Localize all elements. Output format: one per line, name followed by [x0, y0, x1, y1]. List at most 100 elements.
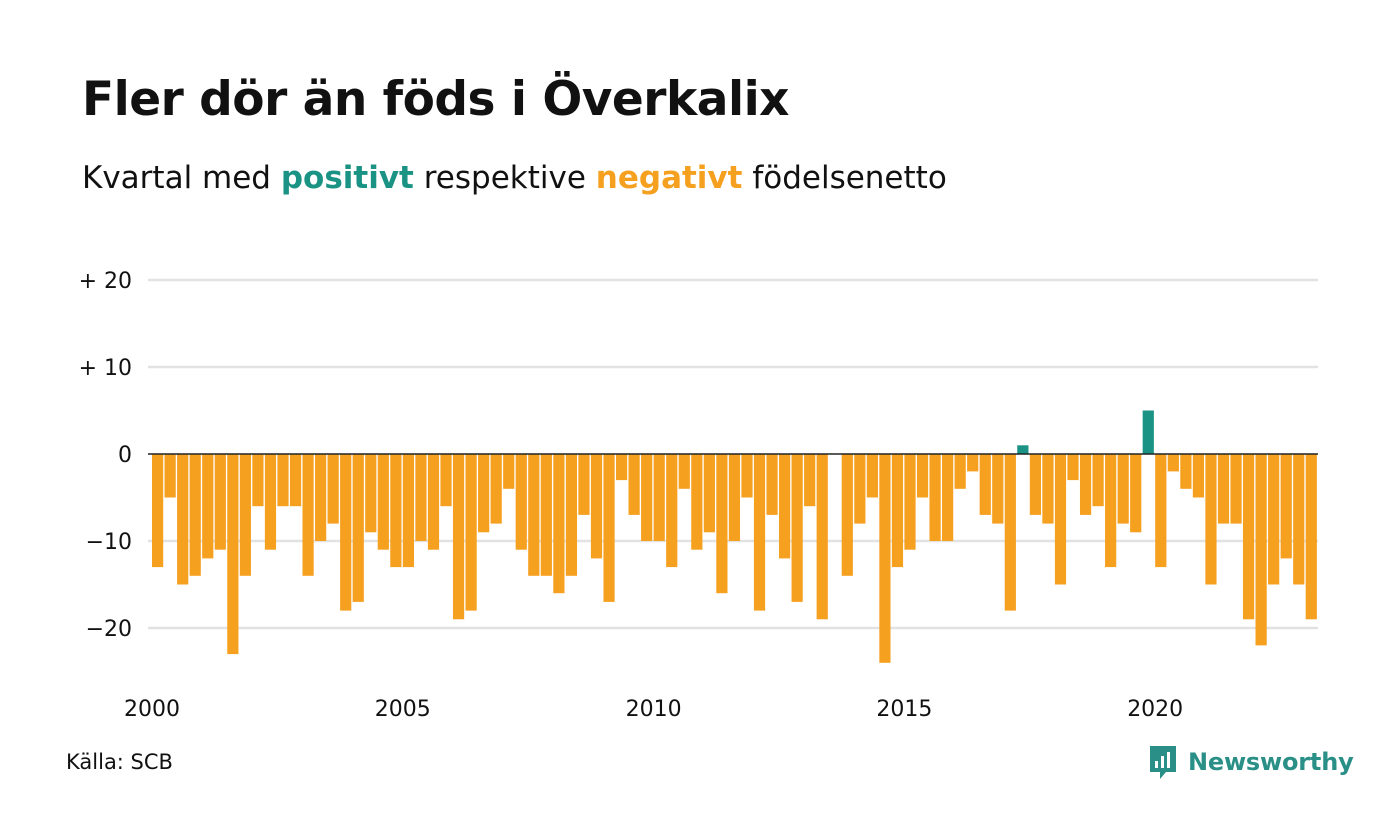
- bar: [1192, 454, 1205, 498]
- bar: [942, 454, 954, 541]
- y-tick-label: + 10: [79, 356, 132, 381]
- bar: [402, 454, 414, 568]
- bar: [929, 454, 941, 541]
- bar: [904, 454, 916, 550]
- bar: [252, 454, 264, 507]
- bar: [954, 454, 966, 489]
- bar: [891, 454, 904, 568]
- bar: [515, 454, 527, 550]
- bar: [1255, 454, 1267, 646]
- bar: [1155, 454, 1167, 568]
- bar: [791, 454, 803, 602]
- bar: [365, 454, 377, 533]
- bar: [289, 454, 302, 507]
- bar: [1167, 454, 1179, 472]
- bar: [703, 454, 715, 533]
- bars: [152, 410, 1317, 663]
- bar: [227, 454, 239, 655]
- bar: [490, 454, 502, 524]
- bar: [967, 454, 979, 472]
- bar: [1067, 454, 1079, 481]
- bar: [1004, 454, 1016, 611]
- bar: [866, 454, 878, 498]
- bar: [427, 454, 440, 550]
- bar: [615, 454, 628, 481]
- bar: [741, 454, 753, 498]
- bar: [1217, 454, 1230, 524]
- bar: [1029, 454, 1041, 515]
- bar: [1205, 454, 1217, 585]
- bar: [1180, 454, 1192, 489]
- y-axis-tick-labels: + 20 + 10 0 −10 −20: [79, 269, 132, 642]
- bar: [578, 454, 590, 515]
- bar: [666, 454, 678, 568]
- y-tick-label: 0: [118, 443, 132, 468]
- bar: [503, 454, 515, 489]
- y-tick-label: + 20: [79, 269, 132, 294]
- bar: [678, 454, 690, 489]
- bar: [1305, 454, 1317, 620]
- x-axis-tick-labels: 2000 2005 2010 2015 2020: [124, 697, 1183, 722]
- bar: [440, 454, 452, 507]
- bar: [377, 454, 389, 550]
- bar: [239, 454, 251, 576]
- bar: [841, 454, 853, 576]
- bar: [603, 454, 615, 602]
- y-tick-label: −10: [86, 530, 132, 555]
- subtitle-text-end: födelsenetto: [742, 160, 947, 196]
- bar: [540, 454, 552, 576]
- x-tick-label: 2005: [375, 697, 431, 722]
- bar: [1242, 454, 1255, 620]
- bar: [992, 454, 1004, 524]
- bar: [302, 454, 314, 576]
- bar: [854, 454, 866, 524]
- bar: [315, 454, 327, 541]
- bar: [1293, 454, 1305, 585]
- bar: [728, 454, 741, 541]
- x-tick-label: 2000: [124, 697, 180, 722]
- bar: [1280, 454, 1292, 559]
- bar: [214, 454, 226, 550]
- bar: [753, 454, 766, 611]
- bar: [189, 454, 201, 576]
- brand-logo: Newsworthy: [1148, 744, 1354, 780]
- bar: [177, 454, 189, 585]
- x-tick-label: 2010: [626, 697, 682, 722]
- bar: [452, 454, 465, 620]
- bar: [1105, 454, 1117, 568]
- bar: [641, 454, 653, 541]
- bar-chart-speech-bubble-icon: [1150, 746, 1176, 779]
- bar: [1117, 454, 1129, 524]
- bar: [327, 454, 339, 524]
- subtitle-negative-label: negativt: [595, 160, 743, 196]
- bar: [1268, 454, 1280, 585]
- bar: [152, 454, 164, 568]
- bar: [1230, 454, 1242, 524]
- x-tick-label: 2015: [876, 697, 932, 722]
- subtitle-text-start: Kvartal med: [82, 160, 281, 196]
- bar: [553, 454, 565, 594]
- chart-title: Fler dör än föds i Överkalix: [82, 72, 790, 127]
- bar: [691, 454, 703, 550]
- bar: [352, 454, 364, 602]
- bar: [1042, 454, 1054, 524]
- bar: [528, 454, 540, 576]
- bar: [979, 454, 991, 515]
- bar: [264, 454, 277, 550]
- bar: [565, 454, 578, 576]
- bar: [202, 454, 214, 559]
- bar: [1130, 454, 1142, 533]
- chart-subtitle: Kvartal med positivt respektive negativt…: [82, 160, 947, 196]
- source-credit: Källa: SCB: [66, 750, 173, 774]
- y-tick-label: −20: [86, 617, 132, 642]
- bar: [716, 454, 728, 594]
- bar: [590, 454, 603, 559]
- bar: [916, 454, 929, 498]
- subtitle-positive-label: positivt: [280, 160, 414, 196]
- bar: [766, 454, 778, 515]
- bar: [628, 454, 640, 515]
- bar: [1142, 410, 1154, 454]
- brand-name: Newsworthy: [1188, 748, 1354, 776]
- bar: [478, 454, 490, 533]
